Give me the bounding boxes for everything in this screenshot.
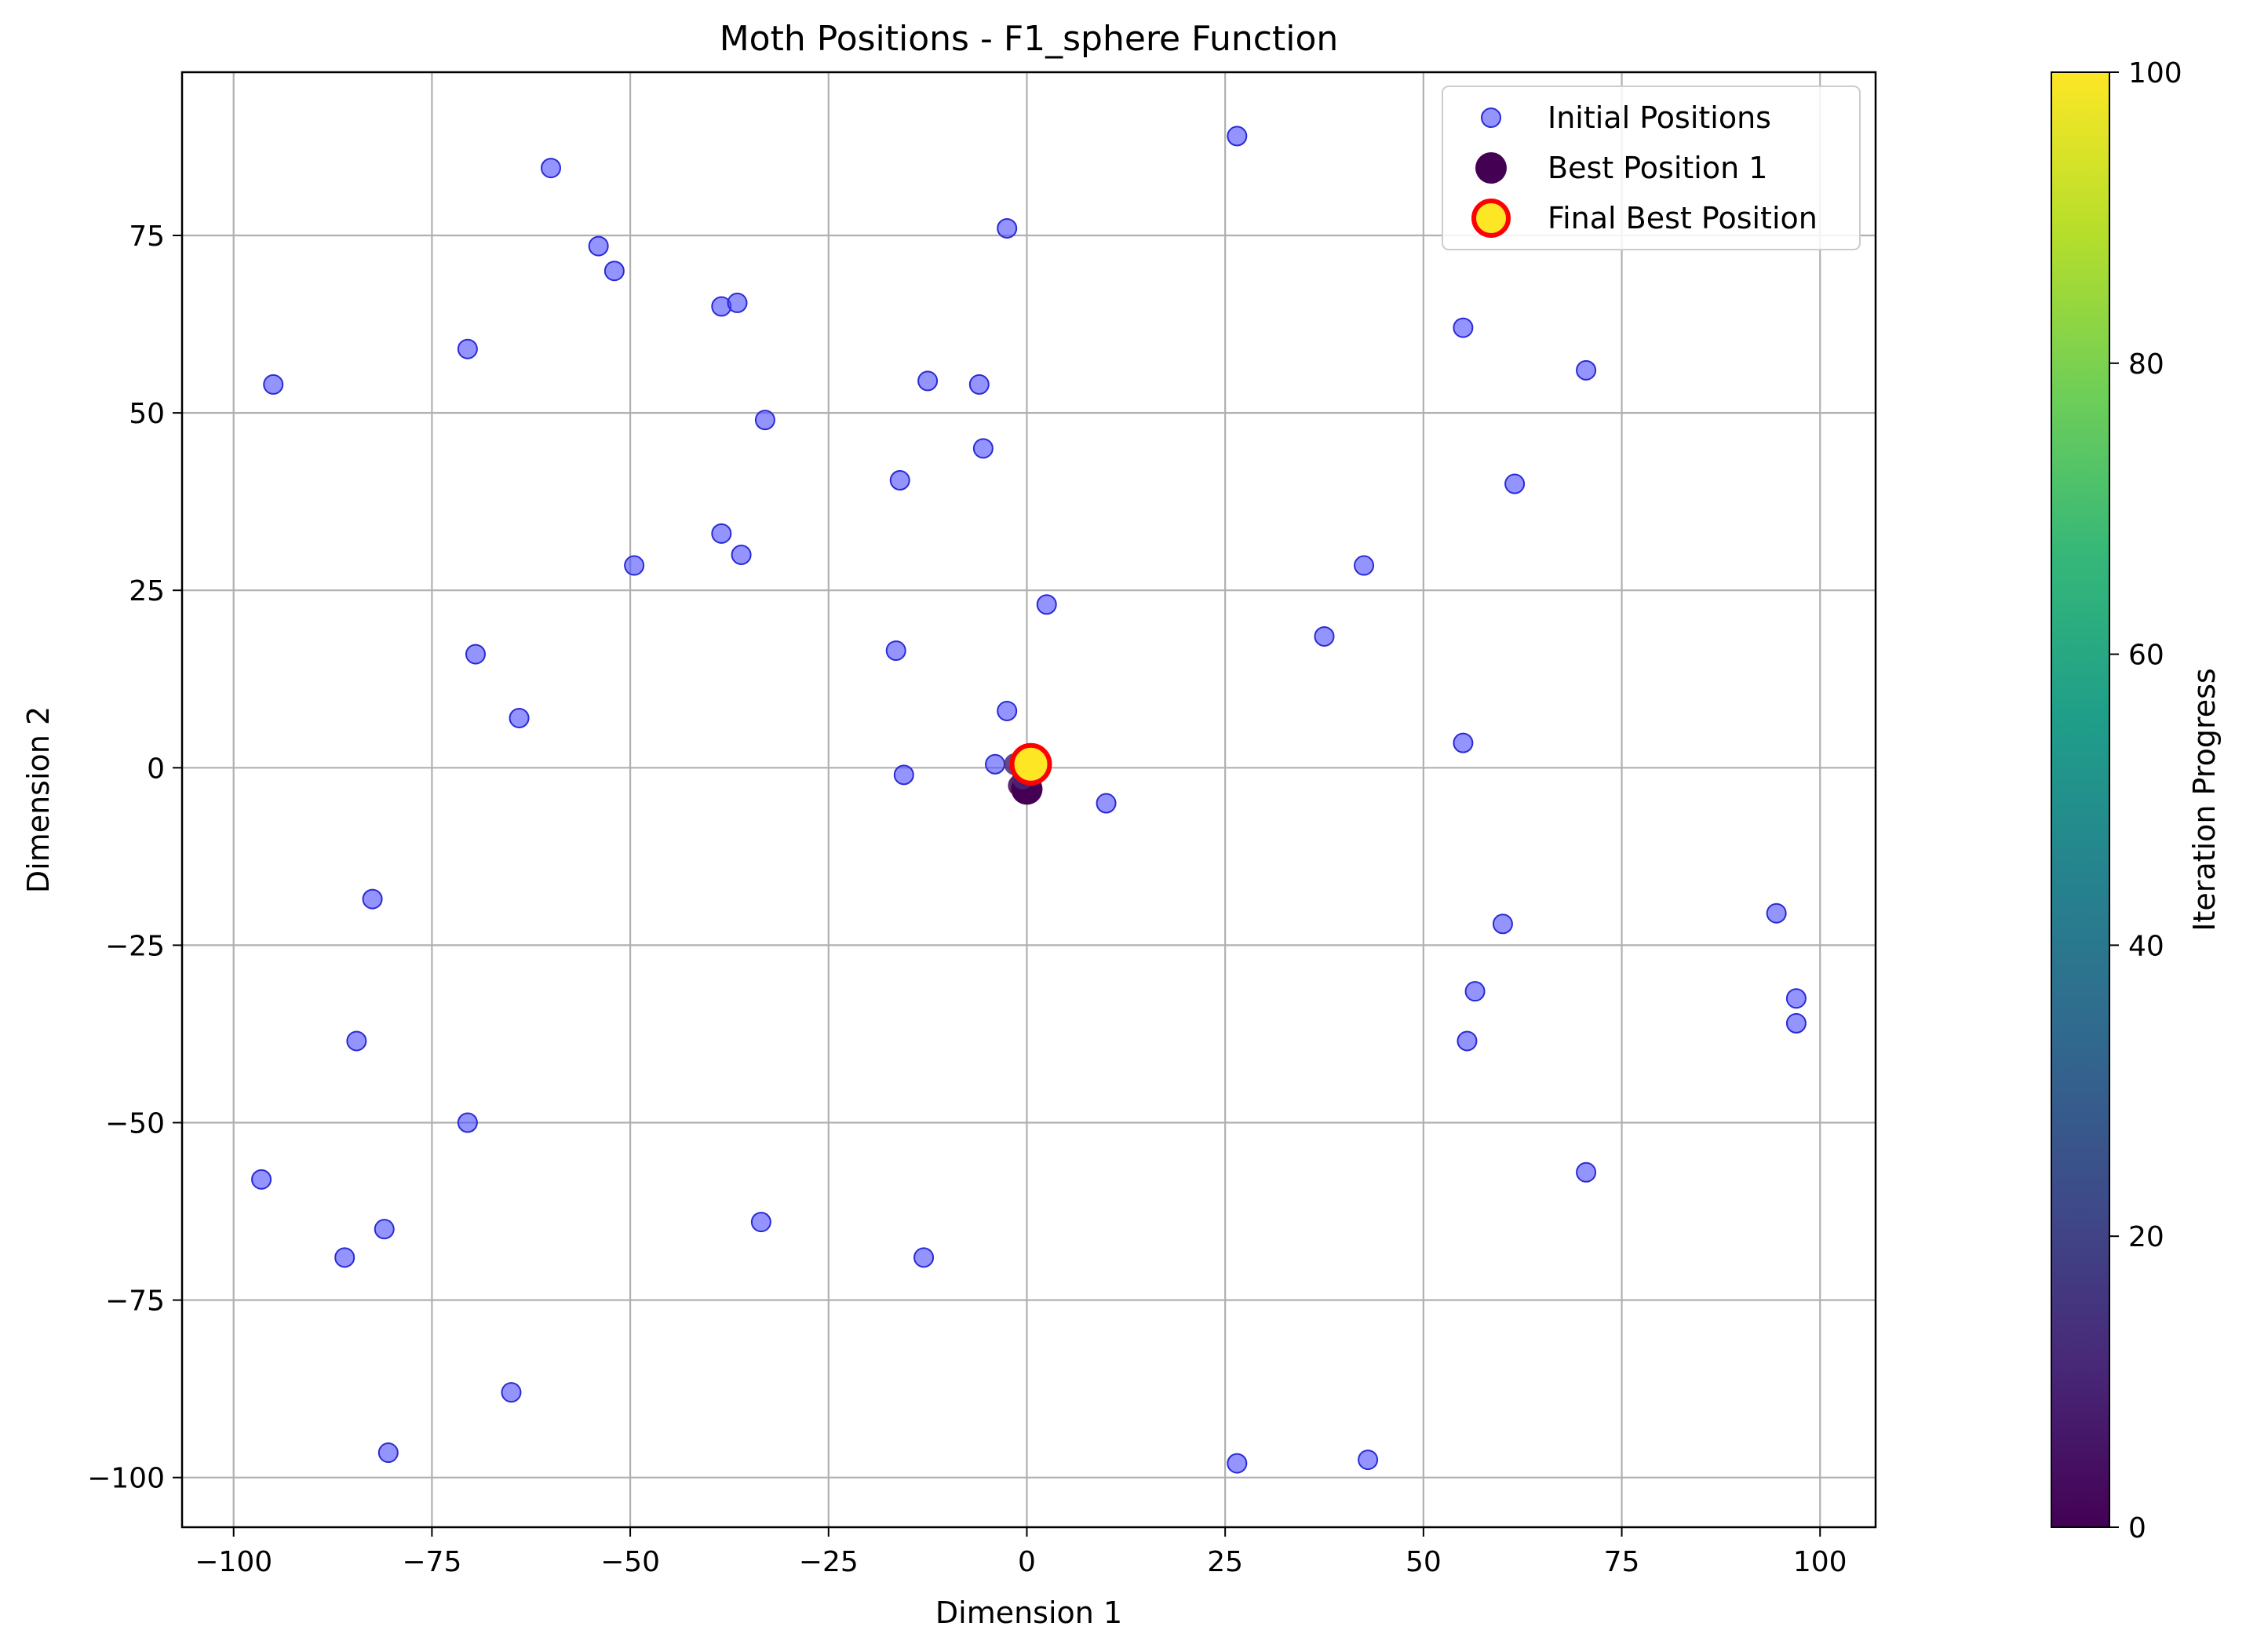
y-tick-label: −25: [105, 930, 165, 962]
initial-position-point: [885, 640, 906, 662]
colorbar-tick-label: 40: [2128, 930, 2164, 962]
x-tick-label: 100: [1793, 1546, 1847, 1578]
y-tick-label: 50: [129, 398, 165, 430]
legend-label: Best Position 1: [1548, 151, 1767, 185]
initial-position-point: [1492, 914, 1513, 935]
initial-position-point: [251, 1169, 272, 1190]
initial-position-point: [1453, 317, 1474, 338]
legend-marker-initial: [1481, 108, 1501, 128]
x-tick-label: 0: [1018, 1546, 1036, 1578]
initial-position-point: [1785, 1012, 1807, 1034]
initial-position-point: [603, 261, 625, 282]
initial-position-point: [501, 1382, 522, 1403]
initial-position-point: [889, 470, 910, 491]
initial-position-point: [1457, 1030, 1478, 1052]
y-tick-label: 75: [129, 221, 165, 253]
initial-position-point: [1096, 793, 1117, 814]
colorbar-frame: [2051, 71, 2110, 1528]
x-tick-label: 25: [1207, 1546, 1243, 1578]
initial-position-point: [1036, 594, 1057, 615]
initial-position-point: [624, 555, 645, 576]
initial-position-point: [541, 158, 562, 179]
x-tick-label: −100: [195, 1546, 272, 1578]
initial-position-point: [997, 217, 1018, 239]
initial-position-point: [465, 644, 486, 665]
x-axis-title: Dimension 1: [935, 1595, 1122, 1630]
initial-position-point: [1453, 732, 1474, 753]
initial-position-point: [263, 374, 284, 395]
y-axis-ticks: −100 −75 −50 −25 0 25 50 75: [87, 221, 182, 1495]
x-tick-label: −25: [799, 1546, 859, 1578]
initial-position-point: [457, 338, 478, 359]
initial-position-point: [1227, 1453, 1248, 1474]
initial-position-point: [1314, 625, 1335, 647]
colorbar-gradient: [2051, 72, 2109, 1527]
initial-position-point: [457, 1112, 478, 1133]
x-tick-label: 75: [1604, 1546, 1640, 1578]
initial-position-point: [509, 707, 530, 728]
colorbar-title: Iteration Progress: [2187, 668, 2222, 931]
colorbar-tick-label: 0: [2128, 1512, 2146, 1544]
x-axis-ticks: −100 −75 −50 −25 0 25 50 75 100: [195, 1527, 1847, 1578]
legend-label: Initial Positions: [1548, 100, 1771, 135]
y-tick-label: −50: [105, 1107, 165, 1140]
data-points: [251, 126, 1807, 1474]
legend: Initial Positions Best Position 1 Final Be…: [1442, 86, 1861, 250]
initial-position-point: [374, 1219, 395, 1240]
initial-position-point: [754, 410, 775, 431]
colorbar-tick-label: 20: [2128, 1221, 2164, 1253]
initial-position-point: [1227, 126, 1248, 147]
initial-position-point: [1576, 359, 1597, 381]
initial-position-point: [893, 764, 914, 786]
initial-position-point: [985, 753, 1006, 775]
y-tick-label: −75: [105, 1285, 165, 1318]
x-tick-label: 50: [1406, 1546, 1442, 1578]
colorbar-ticks: 0 20 40 60 80 100: [2109, 57, 2182, 1544]
chart-title: Moth Positions - F1_sphere Function: [720, 19, 1339, 59]
legend-marker-final: [1471, 199, 1511, 238]
initial-position-point: [377, 1442, 399, 1464]
initial-position-point: [1766, 903, 1787, 924]
colorbar-tick-label: 80: [2128, 348, 2164, 381]
legend-label: Final Best Position: [1548, 201, 1818, 235]
plot-frame: [180, 71, 1877, 1529]
trajectory-marks: [1004, 742, 1052, 797]
initial-position-point: [917, 370, 939, 392]
legend-box: [1442, 86, 1861, 250]
initial-position-point: [1354, 555, 1375, 576]
initial-position-point: [750, 1212, 771, 1233]
initial-position-point: [913, 1247, 935, 1268]
initial-position-point: [588, 235, 609, 257]
initial-position-point: [1504, 473, 1526, 494]
x-tick-label: −75: [402, 1546, 461, 1578]
initial-position-point: [362, 888, 383, 910]
initial-position-point: [731, 544, 752, 565]
legend-marker-best: [1475, 152, 1507, 184]
y-tick-label: −100: [87, 1463, 165, 1495]
initial-position-point: [972, 438, 994, 459]
initial-position-point: [1785, 988, 1807, 1009]
colorbar-tick-label: 60: [2128, 640, 2164, 672]
initial-position-point: [968, 374, 990, 395]
initial-position-point: [346, 1030, 367, 1052]
initial-position-point: [1464, 981, 1486, 1002]
initial-position-point: [711, 523, 732, 544]
y-tick-label: 25: [129, 575, 165, 607]
y-axis-title: Dimension 2: [21, 706, 56, 893]
initial-position-point: [1576, 1162, 1597, 1183]
initial-position-point: [997, 700, 1018, 721]
colorbar-tick-label: 100: [2128, 57, 2182, 89]
initial-position-point: [334, 1247, 355, 1268]
x-tick-label: −50: [600, 1546, 660, 1578]
y-tick-label: 0: [147, 753, 165, 785]
colorbar: 0 20 40 60 80 100 Iteration Progress: [2051, 57, 2222, 1544]
initial-position-point: [727, 292, 748, 313]
final-best-position-point: [1009, 742, 1052, 786]
initial-position-point: [1358, 1450, 1379, 1471]
